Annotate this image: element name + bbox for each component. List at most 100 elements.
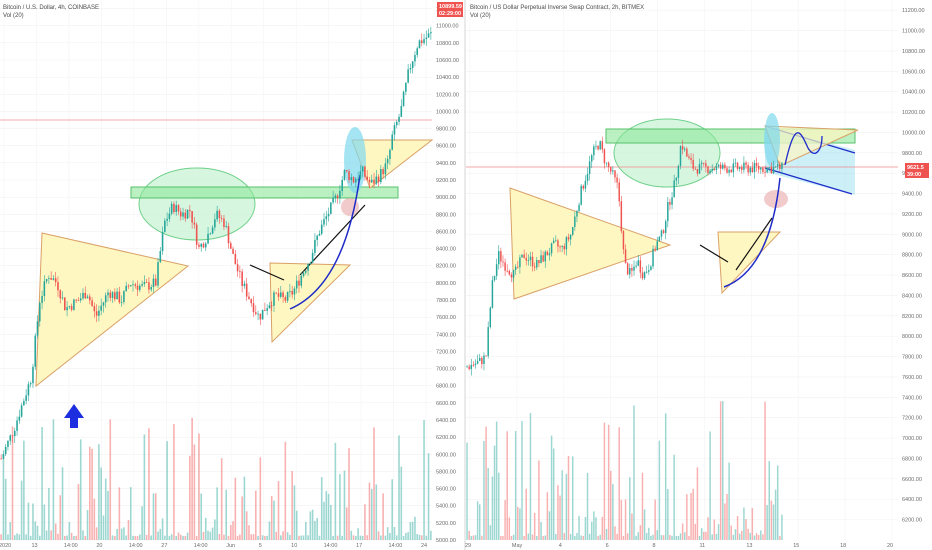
volume-bar [779, 535, 781, 540]
candle-body [709, 170, 711, 173]
volume-bar [13, 535, 16, 540]
volume-bar [612, 484, 614, 540]
volume-bar [284, 441, 287, 540]
candle-body [571, 226, 574, 235]
volume-bar [361, 535, 364, 540]
volume-bar [749, 532, 751, 540]
candle-body [111, 292, 114, 298]
volume-bar [148, 428, 150, 540]
candle-body [223, 218, 225, 227]
volume-bar [330, 504, 332, 540]
candle-body [236, 264, 239, 272]
candle-body [227, 226, 230, 244]
candle-body [91, 300, 93, 307]
candle-body [27, 384, 30, 396]
volume-bar [9, 522, 12, 540]
y-tick-label: 10200.00 [902, 110, 925, 116]
candle-body [407, 69, 409, 83]
candle-body [631, 268, 633, 271]
candle-body [145, 282, 148, 283]
volume-bar [781, 514, 783, 540]
y-tick-label: 6200.00 [902, 518, 922, 524]
candle-body [504, 262, 506, 271]
volume-bar [546, 492, 549, 540]
candle-body [569, 234, 572, 240]
y-tick-label: 9800.00 [902, 151, 922, 157]
volume-bar [679, 533, 682, 540]
candle-body [2, 453, 5, 459]
y-tick-label: 6800.00 [436, 384, 456, 390]
candle-body [580, 185, 582, 205]
volume-bar [774, 489, 777, 540]
candle-body [43, 281, 46, 297]
volume-bar [662, 535, 665, 540]
candle-body [713, 169, 716, 170]
candle-body [114, 292, 116, 300]
y-tick-label: 10600.00 [436, 58, 459, 64]
candle-body [411, 61, 414, 69]
volume-bar [93, 498, 96, 540]
volume-bar [261, 535, 264, 540]
y-tick-label: 7200.00 [902, 416, 922, 422]
volume-bar [563, 533, 566, 540]
candle-body [216, 210, 218, 220]
volume-bar [177, 532, 180, 540]
volume-bar [248, 525, 250, 540]
y-tick-label: 8600.00 [436, 229, 456, 235]
volume-bar [645, 532, 648, 540]
volume-bar [38, 535, 41, 540]
candle-body [683, 148, 686, 150]
candle-body [107, 292, 109, 296]
volume-bar [75, 535, 77, 540]
candle-body [675, 177, 678, 181]
volume-bar [519, 508, 521, 540]
candle-body [555, 240, 557, 242]
candle-body [286, 291, 289, 301]
candle-body [273, 292, 275, 306]
right-parabolic-curve [723, 177, 781, 288]
volume-bar [104, 478, 107, 540]
candle-body [311, 252, 314, 263]
volume-bar [571, 456, 574, 540]
candle-body [118, 291, 121, 303]
candle-body [359, 171, 362, 179]
volume-bar [669, 534, 671, 540]
candle-body [466, 366, 468, 368]
volume-bar [382, 493, 384, 540]
candle-body [270, 305, 273, 307]
volume-bar [569, 534, 572, 540]
candle-body [11, 435, 14, 437]
candle-body [198, 244, 200, 247]
volume-bar [495, 421, 498, 540]
volume-bar [766, 505, 768, 540]
x-tick-label: 14:00 [129, 543, 143, 549]
volume-bar [70, 532, 73, 540]
volume-bar [578, 515, 580, 540]
volume-bar [686, 494, 688, 540]
y-tick-label: 10600.00 [902, 69, 925, 75]
volume-bar [420, 535, 423, 540]
volume-bar [125, 535, 127, 540]
candle-body [41, 296, 43, 304]
volume-bar [768, 461, 771, 540]
candle-body [654, 248, 656, 251]
volume-bar [302, 535, 305, 540]
candle-body [254, 312, 257, 314]
volume-bar [398, 435, 400, 540]
candle-body [671, 197, 673, 205]
volume-bar [309, 511, 312, 540]
candle-body [402, 91, 405, 107]
volume-bar [259, 457, 262, 540]
candle-body [61, 297, 64, 299]
left-candles [0, 26, 432, 460]
x-tick-label: 27 [161, 543, 167, 549]
candle-body [18, 416, 21, 421]
candle-body [567, 237, 570, 240]
volume-bar [694, 523, 697, 540]
volume-bar [57, 533, 59, 540]
volume-bar [327, 493, 330, 540]
candle-body [658, 236, 661, 242]
y-tick-label: 8800.00 [902, 253, 922, 259]
candle-body [425, 37, 428, 40]
